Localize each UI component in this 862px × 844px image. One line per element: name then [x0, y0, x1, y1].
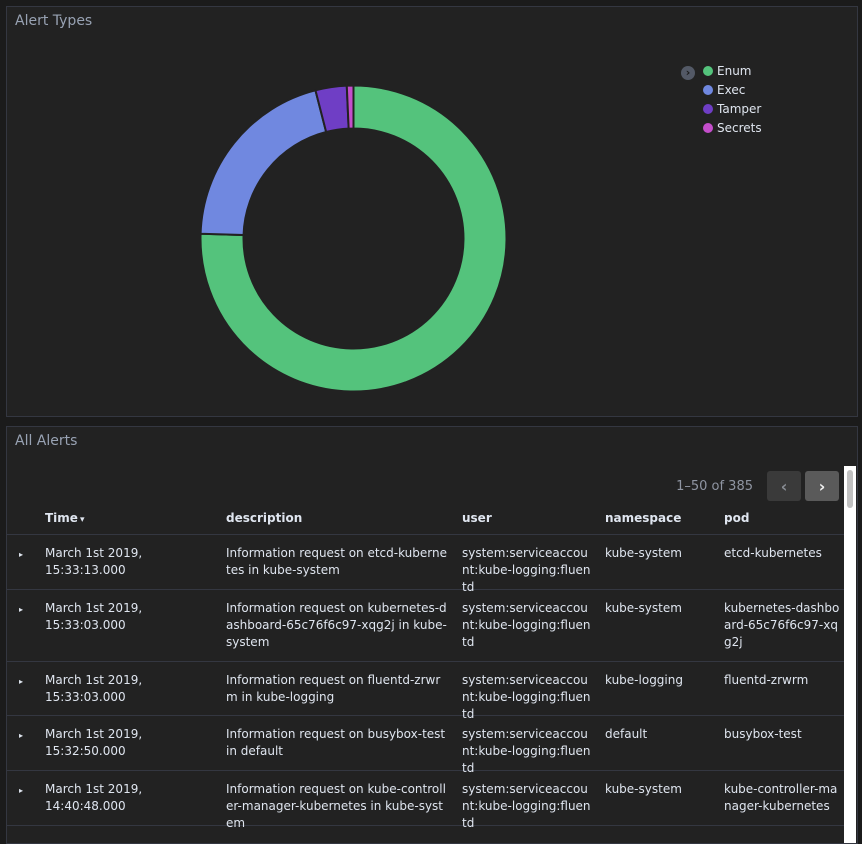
expand-row-icon[interactable]: ▸ — [19, 731, 24, 740]
legend-item-enum[interactable]: Enum — [703, 61, 751, 80]
legend-item-tamper[interactable]: Tamper — [703, 99, 761, 118]
cell-namespace: kube-logging — [605, 673, 683, 687]
chevron-right-icon[interactable]: › — [805, 471, 839, 501]
table-header: Time ▾ description user namespace pod — [7, 505, 845, 535]
table-row: ▸ March 1st 2019, 15:33:13.000 Informati… — [7, 535, 845, 594]
expand-row-icon[interactable]: ▸ — [19, 786, 24, 795]
expand-row-icon[interactable]: ▸ — [19, 550, 24, 559]
table-row: ▸ March 1st 2019, 15:33:03.000 Informati… — [7, 662, 845, 721]
column-header-pod[interactable]: pod — [724, 511, 750, 525]
legend-label: Secrets — [717, 120, 762, 135]
cell-user: system:serviceaccount:kube-logging:fluen… — [462, 673, 591, 721]
legend-item-exec[interactable]: Exec — [703, 80, 745, 99]
cell-user: system:serviceaccount:kube-logging:fluen… — [462, 546, 591, 594]
pagination: 1–50 of 385 ‹ › — [676, 471, 839, 501]
legend-swatch — [703, 103, 713, 114]
cell-description: Information request on etcd-kubernetes i… — [226, 546, 447, 577]
table-row: ▸ March 1st 2019, 15:32:50.000 Informati… — [7, 716, 845, 775]
cell-time: March 1st 2019, 15:32:50.000 — [45, 727, 143, 758]
legend-item-secrets[interactable]: Secrets — [703, 118, 762, 137]
donut-slice-exec[interactable] — [199, 89, 328, 237]
sort-desc-icon: ▾ — [79, 515, 85, 525]
cell-user: system:serviceaccount:kube-logging:fluen… — [462, 601, 591, 649]
cell-time: March 1st 2019, 15:33:13.000 — [45, 546, 143, 577]
legend-label: Enum — [717, 63, 752, 78]
alerts-table: Time ▾ description user namespace pod ▸ M… — [7, 505, 845, 830]
cell-pod: etcd-kubernetes — [724, 546, 822, 560]
chevron-left-icon[interactable]: ‹ — [767, 471, 801, 501]
column-header-label: Time — [45, 511, 78, 525]
cell-time: March 1st 2019, 15:33:03.000 — [45, 673, 143, 704]
cell-description: Information request on kube-controller-m… — [226, 782, 446, 830]
cell-description: Information request on kubernetes-dashbo… — [226, 601, 447, 649]
column-header-time[interactable]: Time ▾ — [45, 511, 84, 525]
table-scrollbar[interactable] — [844, 466, 856, 843]
cell-user: system:serviceaccount:kube-logging:fluen… — [462, 782, 591, 830]
alert-types-panel: Alert Types › Enum Exec Tamper Secrets — [6, 6, 858, 417]
cell-namespace: kube-system — [605, 601, 682, 615]
column-header-namespace[interactable]: namespace — [605, 511, 682, 525]
legend-label: Tamper — [717, 101, 762, 116]
panel-title: Alert Types — [15, 13, 93, 29]
table-row: ▸ March 1st 2019, 14:40:48.000 Informati… — [7, 771, 845, 830]
expand-row-icon[interactable]: ▸ — [19, 677, 24, 686]
legend-swatch — [703, 122, 713, 133]
table-row: ▸ March 1st 2019, 15:33:03.000 Informati… — [7, 590, 845, 662]
legend-swatch — [703, 84, 713, 95]
cell-pod: kubernetes-dashboard-65c76f6c97-xqg2j — [724, 601, 840, 649]
cell-description: Information request on fluentd-zrwrm in … — [226, 673, 441, 704]
column-header-description[interactable]: description — [226, 511, 303, 525]
cell-pod: kube-controller-manager-kubernetes — [724, 782, 838, 813]
panel-title: All Alerts — [15, 433, 78, 449]
cell-namespace: kube-system — [605, 546, 682, 560]
all-alerts-panel: All Alerts 1–50 of 385 ‹ › Time ▾ descrip… — [6, 426, 858, 844]
expand-row-icon[interactable]: ▸ — [19, 605, 24, 614]
cell-pod: fluentd-zrwrm — [724, 673, 809, 687]
cell-namespace: default — [605, 727, 648, 741]
cell-description: Information request on busybox-test in d… — [226, 727, 446, 758]
legend-label: Exec — [717, 82, 746, 97]
cell-time: March 1st 2019, 14:40:48.000 — [45, 782, 143, 813]
pagination-range: 1–50 of 385 — [676, 478, 753, 494]
chevron-right-circle-icon[interactable]: › — [681, 66, 695, 80]
cell-namespace: kube-system — [605, 782, 682, 796]
column-header-user[interactable]: user — [462, 511, 492, 525]
cell-user: system:serviceaccount:kube-logging:fluen… — [462, 727, 591, 775]
donut-slice-secrets[interactable] — [345, 84, 355, 130]
cell-time: March 1st 2019, 15:33:03.000 — [45, 601, 143, 632]
alert-types-donut-chart — [199, 84, 508, 393]
legend-swatch — [703, 65, 713, 76]
scrollbar-thumb[interactable] — [847, 470, 853, 508]
donut-slice-enum[interactable] — [199, 84, 508, 393]
cell-pod: busybox-test — [724, 727, 802, 741]
